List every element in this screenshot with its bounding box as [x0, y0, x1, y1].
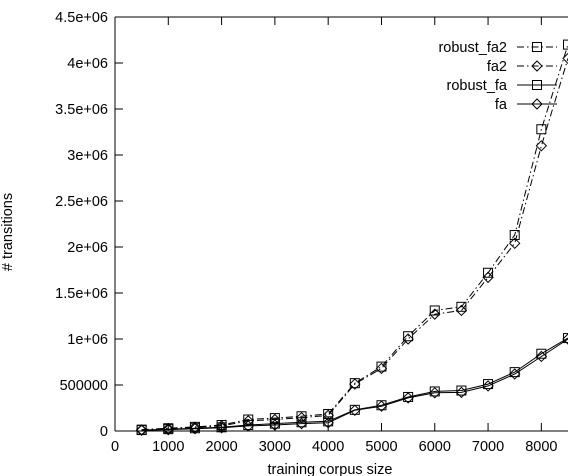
- data-point-robust-fa: [269, 418, 280, 429]
- data-point-fa: [535, 350, 548, 363]
- data-point-robust-fa2: [269, 413, 280, 424]
- data-point-robust-fa2: [536, 124, 547, 135]
- data-point-fa: [215, 422, 228, 434]
- data-point-fa2: [482, 271, 494, 284]
- data-point-fa: [562, 333, 568, 345]
- y-tick-label: 500000: [60, 378, 108, 394]
- series-line-fa: [141, 338, 568, 431]
- data-point-fa: [242, 420, 254, 432]
- data-point-fa2: [429, 308, 441, 320]
- legend-marker-robust-fa: [532, 80, 542, 90]
- x-tick-label: 4000: [312, 439, 344, 455]
- x-tick-label: 5000: [365, 439, 397, 455]
- data-point-fa: [189, 422, 201, 435]
- data-point-robust-fa: [429, 386, 440, 397]
- data-point-fa2: [375, 362, 388, 375]
- data-point-robust-fa2: [376, 361, 387, 372]
- data-point-fa: [482, 380, 494, 392]
- series-robust-fa: [136, 333, 568, 436]
- y-tick-label: 3.5e+06: [55, 102, 108, 118]
- data-point-robust-fa: [323, 416, 334, 427]
- data-point-robust-fa2: [243, 414, 254, 425]
- data-point-robust-fa: [509, 367, 520, 378]
- data-point-fa2: [562, 52, 568, 65]
- x-tick-label: 1000: [152, 439, 184, 455]
- legend-label-robust-fa2: robust_fa2: [438, 40, 507, 56]
- data-point-fa2: [402, 333, 414, 345]
- data-point-fa: [402, 392, 414, 404]
- x-tick-label: 3000: [259, 439, 291, 455]
- data-point-fa2: [215, 420, 228, 432]
- data-point-robust-fa2: [429, 305, 440, 316]
- data-point-fa2: [535, 140, 548, 152]
- legend-marker-fa2: [531, 60, 543, 72]
- legend-label-fa2: fa2: [487, 59, 507, 75]
- y-tick-label: 2e+06: [67, 240, 108, 256]
- legend-entry-fa2: fa2: [487, 59, 557, 75]
- legend-label-robust-fa: robust_fa: [447, 78, 508, 94]
- y-tick-label: 4.5e+06: [55, 10, 108, 26]
- data-point-fa: [162, 423, 175, 436]
- data-point-fa2: [455, 304, 468, 317]
- data-point-robust-fa: [296, 417, 307, 428]
- data-point-robust-fa2: [483, 267, 494, 278]
- data-point-fa2: [349, 378, 361, 390]
- series-fa: [135, 333, 568, 436]
- y-axis-title: # transitions: [0, 193, 16, 271]
- data-point-fa: [455, 386, 468, 399]
- y-tick-label: 4e+06: [67, 56, 108, 72]
- x-tick-label: 7000: [472, 439, 504, 455]
- series-line-fa2: [141, 58, 568, 431]
- x-axis-title: training corpus size: [268, 462, 393, 476]
- data-point-fa: [295, 417, 308, 430]
- data-point-robust-fa2: [296, 411, 307, 422]
- y-tick-label: 3e+06: [67, 148, 108, 164]
- legend-marker-fa: [531, 98, 543, 110]
- data-point-fa: [322, 417, 334, 429]
- data-point-robust-fa: [456, 385, 467, 396]
- data-point-fa2: [269, 413, 281, 426]
- data-point-fa: [135, 424, 148, 436]
- data-point-fa: [375, 400, 388, 412]
- data-point-robust-fa2: [509, 230, 520, 241]
- data-point-fa: [508, 368, 521, 380]
- legend-marker-robust-fa2: [532, 42, 542, 52]
- data-series: [135, 39, 568, 436]
- x-tick-label: 8000: [525, 439, 557, 455]
- data-point-robust-fa2: [403, 331, 414, 342]
- x-tick-label: 6000: [419, 439, 451, 455]
- data-point-fa: [269, 419, 281, 431]
- legend-entry-fa: fa: [495, 97, 557, 113]
- axis-ticks: 0 1000 2000 3000 4000 5000 6000 7000 8000 0 500000…: [55, 10, 557, 455]
- y-tick-label: 2.5e+06: [55, 194, 108, 210]
- y-tick-label: 0: [100, 424, 108, 440]
- x-tick-label: 2000: [205, 439, 237, 455]
- series-line-robust-fa2: [141, 44, 568, 431]
- data-point-fa: [429, 387, 441, 399]
- data-point-fa2: [322, 409, 334, 422]
- y-tick-label: 1.5e+06: [55, 286, 108, 302]
- data-point-fa: [349, 404, 361, 417]
- legend-label-fa: fa: [495, 97, 508, 113]
- y-tick-label: 1e+06: [67, 332, 108, 348]
- data-point-robust-fa2: [563, 39, 568, 50]
- data-point-fa2: [508, 237, 521, 250]
- legend-entry-robust-fa2: robust_fa2: [438, 40, 557, 56]
- data-point-robust-fa2: [323, 408, 334, 419]
- legend-entry-robust-fa: robust_fa: [447, 78, 557, 94]
- data-point-robust-fa2: [456, 301, 467, 312]
- x-tick-label: 0: [111, 439, 119, 455]
